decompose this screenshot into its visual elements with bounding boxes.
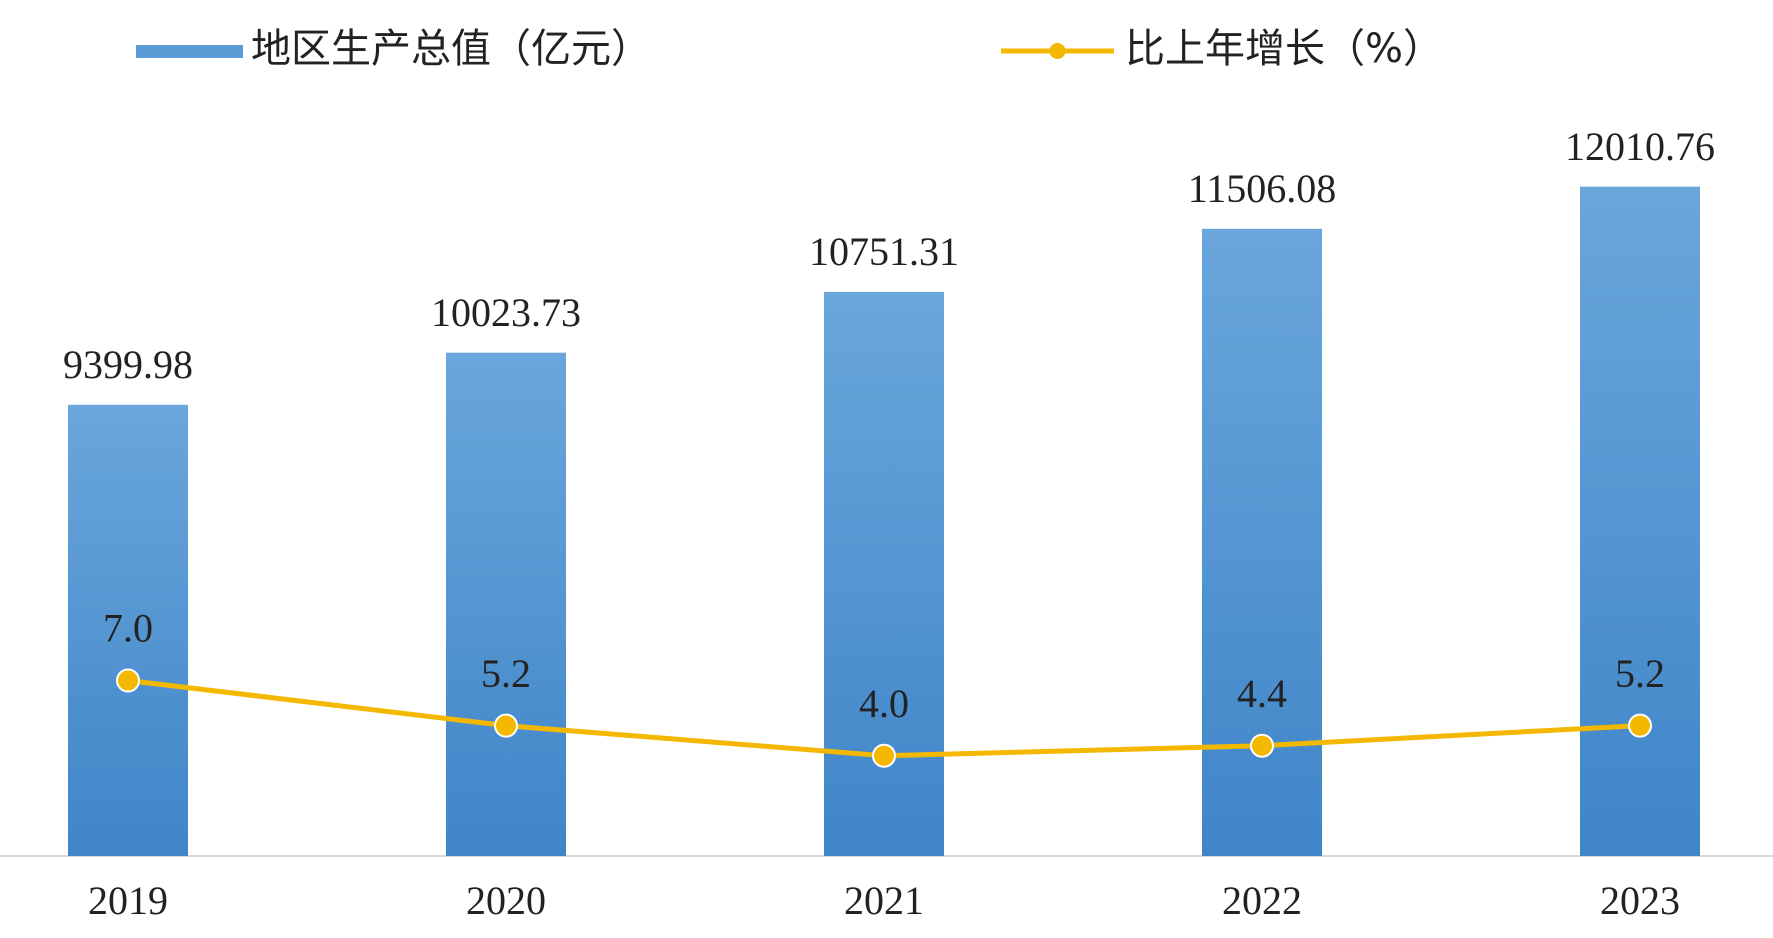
x-tick-label: 2021 — [844, 878, 924, 923]
point — [1628, 713, 1652, 738]
legend-swatch — [136, 45, 243, 58]
x-tick-label: 2019 — [88, 878, 168, 923]
value-label: 5.2 — [481, 651, 531, 696]
value-label: 9399.98 — [63, 342, 193, 387]
legend-label: 地区生产总值（亿元） — [251, 26, 651, 72]
value-label: 7.0 — [103, 606, 153, 651]
bar — [1580, 186, 1700, 856]
legend-label: 比上年增长（%） — [1125, 26, 1443, 72]
bar — [446, 352, 566, 856]
x-tick-label: 2020 — [466, 878, 546, 923]
bar — [824, 291, 944, 857]
point — [494, 713, 518, 738]
point — [872, 743, 896, 768]
x-tick-label: 2023 — [1600, 878, 1680, 923]
value-label: 4.4 — [1237, 671, 1287, 716]
value-label: 10023.73 — [431, 290, 581, 335]
x-tick-label: 2022 — [1222, 878, 1302, 923]
point — [116, 668, 140, 693]
value-label: 10751.31 — [809, 229, 959, 274]
point — [1250, 733, 1274, 758]
value-label: 12010.76 — [1565, 124, 1715, 169]
bar — [68, 404, 188, 856]
bar — [1202, 228, 1322, 856]
legend-swatch — [1049, 43, 1066, 59]
value-label: 11506.08 — [1188, 166, 1337, 211]
value-label: 4.0 — [859, 681, 909, 726]
value-label: 5.2 — [1615, 651, 1665, 696]
